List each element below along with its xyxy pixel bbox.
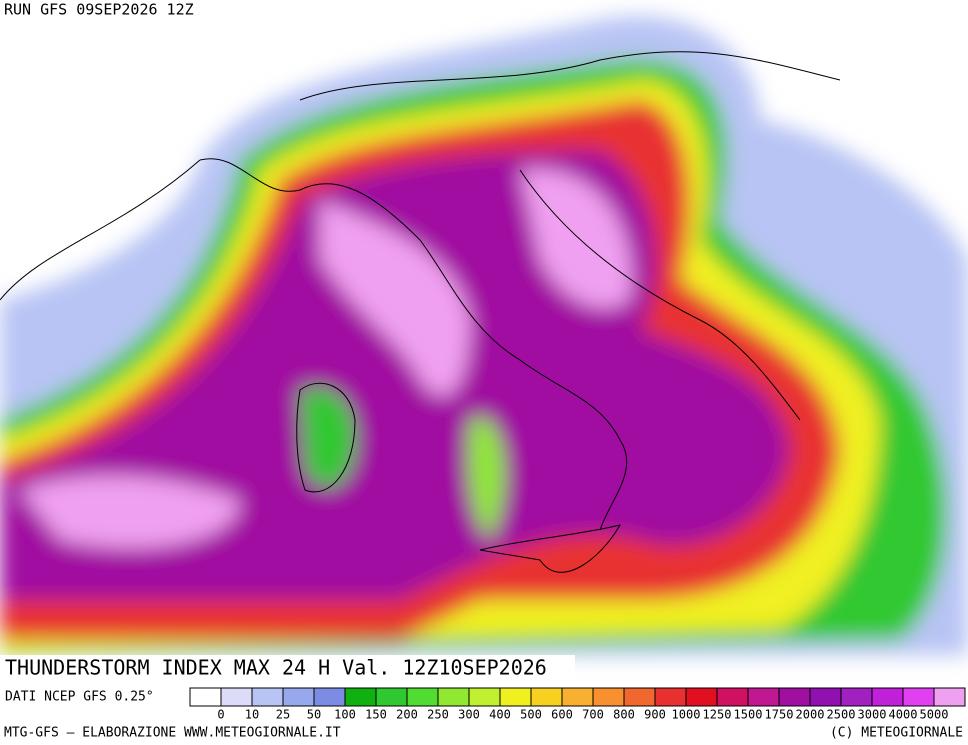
legend-swatch — [933, 687, 966, 707]
legend-label: 0 — [217, 708, 224, 722]
legend-swatch — [189, 687, 222, 707]
run-label: RUN GFS 09SEP2026 12Z — [4, 1, 194, 19]
map-title: THUNDERSTORM INDEX MAX 24 H Val. 12Z10SE… — [5, 656, 547, 680]
legend-swatch — [561, 687, 594, 707]
legend-swatch — [375, 687, 408, 707]
legend-label: 400 — [489, 708, 511, 722]
legend-label: 3000 — [858, 708, 887, 722]
legend-label: 1250 — [703, 708, 732, 722]
legend: 0 10 25 50 100 150 200 250 300 400 500 600 700 800 900… — [189, 687, 966, 722]
legend-swatch — [406, 687, 439, 707]
legend-swatch — [499, 687, 532, 707]
legend-label: 150 — [365, 708, 387, 722]
legend-swatch — [654, 687, 687, 707]
legend-label: 300 — [458, 708, 480, 722]
legend-label: 4000 — [889, 708, 918, 722]
footer-right: (C) METEOGIORNALE — [830, 726, 963, 741]
legend-label: 800 — [613, 708, 635, 722]
legend-label: 700 — [582, 708, 604, 722]
legend-label: 600 — [551, 708, 573, 722]
legend-swatch — [747, 687, 780, 707]
source-label: DATI NCEP GFS 0.25° — [5, 690, 154, 705]
legend-swatch — [685, 687, 718, 707]
legend-swatch — [623, 687, 656, 707]
legend-label: 1500 — [734, 708, 763, 722]
legend-label: 100 — [334, 708, 356, 722]
legend-label: 200 — [396, 708, 418, 722]
legend-swatch — [592, 687, 625, 707]
legend-label: 50 — [307, 708, 321, 722]
legend-swatch — [871, 687, 904, 707]
legend-label: 900 — [644, 708, 666, 722]
legend-swatch — [809, 687, 842, 707]
legend-swatch — [251, 687, 284, 707]
legend-swatch — [282, 687, 315, 707]
map-field — [0, 16, 968, 655]
legend-label: 1750 — [765, 708, 794, 722]
legend-swatch — [778, 687, 811, 707]
legend-label: 1000 — [672, 708, 701, 722]
title-box — [0, 655, 575, 683]
legend-label: 25 — [276, 708, 290, 722]
legend-swatch — [840, 687, 873, 707]
legend-label: 2500 — [827, 708, 856, 722]
footer-left: MTG-GFS – ELABORAZIONE WWW.METEOGIORNALE… — [4, 726, 341, 741]
legend-swatch — [220, 687, 253, 707]
legend-swatch — [468, 687, 501, 707]
legend-label: 10 — [245, 708, 259, 722]
legend-swatch — [437, 687, 470, 707]
legend-swatch — [716, 687, 749, 707]
legend-swatch — [344, 687, 377, 707]
legend-label: 5000 — [920, 708, 949, 722]
legend-label: 500 — [520, 708, 542, 722]
legend-swatch — [530, 687, 563, 707]
legend-swatch — [902, 687, 935, 707]
legend-label: 250 — [427, 708, 449, 722]
legend-swatch — [313, 687, 346, 707]
legend-label: 2000 — [796, 708, 825, 722]
